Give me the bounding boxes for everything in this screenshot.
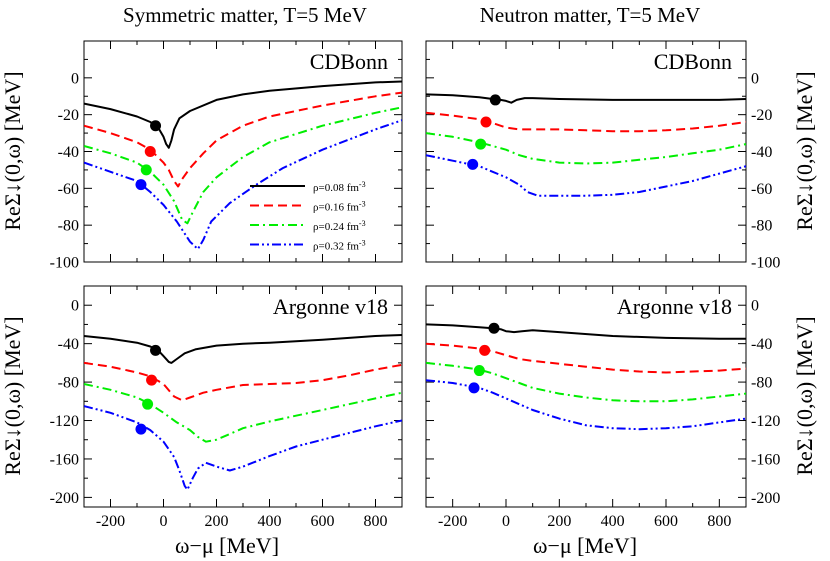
quasiparticle-point-marker (140, 164, 152, 176)
quasiparticle-point-marker (475, 138, 487, 150)
x-tick-label: 200 (547, 513, 571, 530)
y-tick-label: -160 (50, 451, 79, 468)
series-line-1 (84, 91, 402, 188)
x-tick-label: -200 (438, 513, 467, 530)
y-tick-label: 0 (751, 298, 759, 315)
y-tick-label: -80 (58, 375, 79, 392)
y-tick-label: -20 (58, 107, 79, 124)
x-axis-label-right: ω−μ [MeV] (533, 533, 637, 558)
series-line-3 (84, 119, 402, 251)
panel-title: CDBonn (310, 49, 388, 74)
legend-label: ρ=0.16 fm-3 (313, 200, 366, 214)
panel-1: -100 -80 -60 -40 -20 0 CDBonn (425, 40, 780, 272)
series-line-1 (426, 111, 746, 133)
series-line-3 (426, 379, 746, 431)
x-tick-label: 0 (502, 513, 510, 530)
quasiparticle-point-marker (479, 344, 491, 356)
y-tick-label: -100 (751, 255, 780, 272)
quasiparticle-point-marker (150, 120, 162, 132)
quasiparticle-point-marker (467, 158, 479, 170)
quasiparticle-point-marker (144, 146, 156, 157)
series-line-2 (84, 383, 402, 443)
panel-3: -200 0 200 400 600 800 -200 -160 -120 -80 -40 0 Argo… (425, 285, 780, 530)
panel-title: Argonne v18 (617, 294, 732, 319)
y-axis-label-right-bottom: ReΣ↓(0,ω) [MeV] (792, 316, 817, 475)
series-line-3 (426, 154, 746, 197)
y-tick-label: -60 (58, 181, 79, 198)
y-tick-label: -160 (751, 451, 780, 468)
legend-label: ρ=0.24 fm-3 (313, 219, 366, 233)
quasiparticle-point-marker (480, 116, 492, 128)
panel-title: CDBonn (654, 49, 732, 74)
series-line-2 (426, 132, 746, 165)
x-tick-label: 0 (160, 513, 168, 530)
series-line-0 (426, 93, 746, 104)
y-tick-label: 0 (71, 298, 79, 315)
quasiparticle-point-marker (142, 398, 154, 410)
x-tick-label: 800 (364, 513, 388, 530)
series-line-1 (84, 361, 402, 402)
column-title-symmetric: Symmetric matter, T=5 MeV (123, 3, 367, 27)
quasiparticle-point-marker (150, 344, 162, 356)
panel-frame (425, 285, 747, 508)
x-tick-label: -200 (96, 513, 125, 530)
series-line-1 (426, 342, 746, 374)
quasiparticle-point-marker (489, 94, 501, 106)
panel-frame (425, 40, 747, 263)
y-tick-label: -40 (751, 336, 772, 353)
x-tick-label: 200 (205, 513, 229, 530)
quasiparticle-point-marker (468, 382, 480, 394)
y-tick-label: -20 (751, 107, 772, 124)
panel-2: -200 0 200 400 600 800 -200 -160 -120 -80 -40 0 Argo… (50, 285, 403, 530)
x-tick-label: 400 (601, 513, 625, 530)
series-line-3 (84, 405, 402, 491)
y-tick-label: -40 (58, 336, 79, 353)
series-line-0 (84, 80, 402, 149)
legend-label: ρ=0.32 fm-3 (313, 239, 366, 253)
quasiparticle-point-marker (473, 365, 485, 377)
y-tick-label: -120 (50, 413, 79, 430)
x-tick-label: 400 (258, 513, 282, 530)
quasiparticle-point-marker (488, 322, 500, 334)
x-tick-label: 800 (707, 513, 731, 530)
y-axis-label-left-bottom: ReΣ↓(0,ω) [MeV] (0, 316, 25, 475)
legend-label: ρ=0.08 fm-3 (313, 180, 366, 194)
y-tick-label: -80 (751, 218, 772, 235)
y-tick-label: -60 (751, 181, 772, 198)
panel-0: -100 -80 -60 -40 -20 0 CDBonn (50, 40, 403, 272)
y-axis-label-right: ReΣ↓(0,ω) [MeV] (792, 71, 817, 230)
y-tick-label: -120 (751, 413, 780, 430)
y-tick-label: 0 (751, 70, 759, 87)
y-tick-label: -200 (50, 490, 79, 507)
series-line-0 (426, 323, 746, 340)
x-axis-label-left: ω−μ [MeV] (175, 533, 279, 558)
y-tick-label: -40 (58, 144, 79, 161)
y-tick-label: -80 (58, 218, 79, 235)
quasiparticle-point-marker (135, 179, 147, 191)
y-axis-label-left: ReΣ↓(0,ω) [MeV] (0, 71, 25, 230)
quasiparticle-point-marker (146, 374, 158, 386)
y-tick-label: -80 (751, 375, 772, 392)
y-tick-label: -40 (751, 144, 772, 161)
panel-title: Argonne v18 (273, 294, 388, 319)
series-line-0 (84, 334, 402, 364)
x-tick-label: 600 (311, 513, 335, 530)
y-tick-label: 0 (71, 70, 79, 87)
y-tick-label: -200 (751, 490, 780, 507)
series-line-2 (426, 361, 746, 403)
panel-frame (83, 285, 403, 508)
x-tick-label: 600 (654, 513, 678, 530)
y-tick-label: -100 (50, 255, 79, 272)
legend: ρ=0.08 fm-3 ρ=0.16 fm-3 ρ=0.24 fm-3 ρ=0.32 … (250, 180, 366, 253)
quasiparticle-point-marker (135, 423, 147, 435)
column-title-neutron: Neutron matter, T=5 MeV (480, 3, 701, 27)
